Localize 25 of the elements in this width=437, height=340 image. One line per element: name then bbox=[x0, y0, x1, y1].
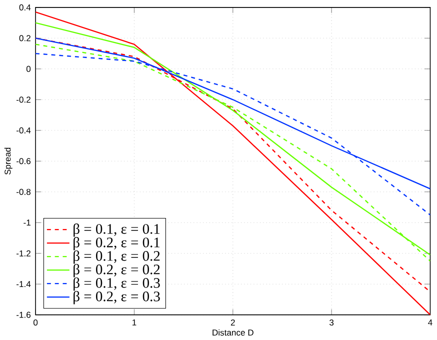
legend-label: β = 0.1, ε = 0.3 bbox=[74, 277, 160, 291]
y-tick-label: -0.2 bbox=[16, 96, 30, 103]
x-tick-label: 4 bbox=[428, 319, 432, 326]
y-tick-label: -1 bbox=[24, 220, 30, 226]
legend-label: β = 0.2, ε = 0.2 bbox=[74, 264, 160, 278]
x-tick-label: 0 bbox=[34, 319, 38, 326]
y-tick-label: -0.8 bbox=[16, 188, 31, 195]
y-tick-label: -0.6 bbox=[16, 158, 31, 164]
legend-label: β = 0.1, ε = 0.2 bbox=[74, 250, 160, 264]
y-tick-label: -1.6 bbox=[16, 312, 31, 318]
y-tick-label: -1.2 bbox=[16, 250, 30, 256]
y-tick-label: 0.4 bbox=[19, 4, 31, 10]
y-tick-label: -1.4 bbox=[16, 281, 31, 288]
y-axis-title: Spread bbox=[4, 148, 12, 175]
x-tick-label: 1 bbox=[132, 319, 136, 326]
y-tick-label: 0.2 bbox=[19, 35, 30, 42]
legend-label: β = 0.2, ε = 0.3 bbox=[74, 290, 160, 304]
x-axis-title: Distance D bbox=[212, 329, 254, 336]
x-tick-label: 2 bbox=[230, 319, 235, 326]
legend-label: β = 0.1, ε = 0.1 bbox=[74, 223, 160, 237]
legend-label: β = 0.2, ε = 0.1 bbox=[74, 236, 160, 250]
line-series bbox=[36, 11, 430, 315]
y-tick-label: 0 bbox=[26, 66, 31, 72]
x-tick-label: 3 bbox=[330, 319, 334, 326]
y-tick-label: -0.4 bbox=[16, 127, 31, 134]
